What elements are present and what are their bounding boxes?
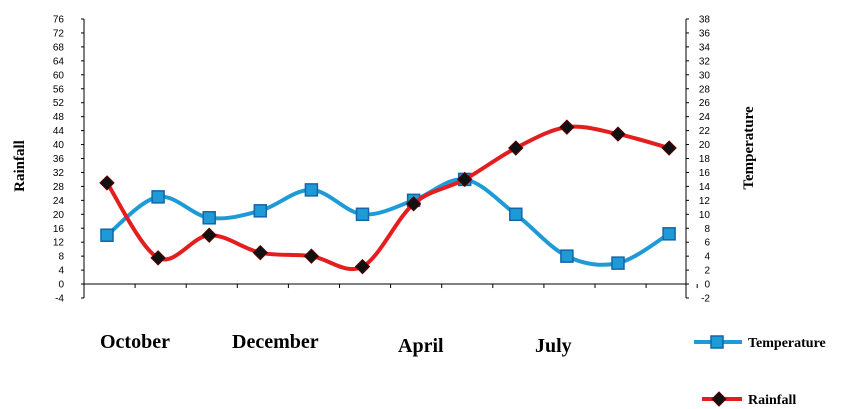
legend-rainfall-marker: [711, 391, 727, 407]
right-tick-label: 24: [699, 112, 711, 123]
right-tick-label: 18: [699, 154, 711, 165]
left-tick-label: 8: [58, 252, 64, 263]
left-tick-label: 0: [58, 280, 64, 291]
left-tick-label: 4: [58, 266, 64, 277]
left-axis-title: Rainfall: [12, 140, 28, 192]
left-tick-label: 60: [53, 70, 65, 81]
legend-item-temperature: Temperature: [694, 335, 826, 351]
left-tick-label: 52: [53, 98, 65, 109]
temperature-data-point: [509, 207, 523, 222]
rainfall-data-point: [150, 250, 166, 266]
left-tick-label: 40: [53, 140, 65, 151]
rainfall-data-point: [354, 258, 371, 275]
x-label-april: April: [398, 335, 444, 357]
right-tick-label: 10: [699, 210, 711, 221]
rainfall-data-point: [99, 175, 115, 191]
x-label-july: July: [535, 335, 572, 357]
temperature-data-point: [611, 256, 625, 270]
right-tick-label: 20: [699, 140, 711, 151]
rainfall-data-point: [661, 140, 677, 156]
temperature-series-line: [105, 177, 672, 267]
right-tick-label: 32: [699, 56, 711, 67]
rainfall-series-line: [105, 124, 672, 271]
temperature-data-point: [100, 228, 114, 242]
right-tick-label: 6: [704, 238, 710, 249]
rainfall-data-point: [508, 140, 524, 156]
x-label-december: December: [232, 331, 319, 353]
right-tick-label: 12: [699, 196, 711, 207]
temperature-data-point: [151, 190, 165, 204]
rainfall-data-point: [405, 196, 422, 212]
right-tick-label: 28: [699, 84, 711, 95]
series-layer: [99, 119, 677, 275]
legend-temperature-marker: [710, 335, 724, 349]
left-tick-label: 44: [53, 126, 65, 137]
left-tick-label: 48: [53, 112, 65, 123]
temperature-data-point: [202, 211, 216, 225]
left-tick-label: 76: [53, 15, 65, 26]
rainfall-data-point: [610, 126, 626, 142]
right-tick-label: 34: [699, 42, 711, 53]
rainfall-data-point: [456, 171, 473, 188]
right-tick-label: 38: [699, 15, 711, 26]
right-axis-title: Temperature: [741, 106, 757, 190]
temperature-data-point: [662, 227, 676, 241]
right-tick-label: 36: [699, 28, 711, 39]
temperature-data-point: [253, 204, 268, 218]
rainfall-data-point: [559, 119, 575, 135]
left-tick-label: 68: [53, 42, 65, 53]
right-tick-label: 14: [699, 182, 711, 193]
right-tick-label: -2: [701, 294, 710, 305]
right-tick-label: 2: [704, 266, 710, 277]
right-tick-label: 22: [699, 126, 711, 137]
rainfall-data-point: [201, 227, 217, 243]
left-tick-label: -4: [55, 294, 64, 305]
legend-rainfall-label: Rainfall: [748, 393, 796, 408]
right-tick-label: 8: [704, 224, 710, 235]
temperature-data-point: [355, 207, 370, 222]
right-tick-label: 0: [704, 280, 710, 291]
left-tick-label: 20: [53, 210, 65, 221]
right-tick-label: 16: [699, 168, 711, 179]
legend: Temperature Rainfall: [694, 335, 826, 408]
legend-temperature-label: Temperature: [748, 336, 826, 351]
rainfall-data-point: [252, 244, 269, 261]
left-tick-label: 16: [53, 224, 65, 235]
left-tick-label: 24: [53, 196, 65, 207]
left-tick-label: 32: [53, 168, 65, 179]
legend-item-rainfall: Rainfall: [702, 391, 796, 408]
left-tick-label: 12: [53, 238, 65, 249]
right-tick-label: 26: [699, 98, 711, 109]
left-tick-label: 64: [53, 56, 65, 67]
left-tick-label: 36: [53, 154, 65, 165]
temperature-data-point: [560, 249, 574, 263]
left-tick-label: 56: [53, 84, 65, 95]
left-tick-label: 28: [53, 182, 65, 193]
right-tick-label: 30: [699, 70, 711, 81]
temperature-data-point: [304, 183, 319, 197]
x-label-october: October: [100, 331, 170, 353]
right-tick-label: 4: [704, 252, 710, 263]
left-tick-label: 72: [53, 28, 65, 39]
rainfall-data-point: [303, 248, 320, 264]
